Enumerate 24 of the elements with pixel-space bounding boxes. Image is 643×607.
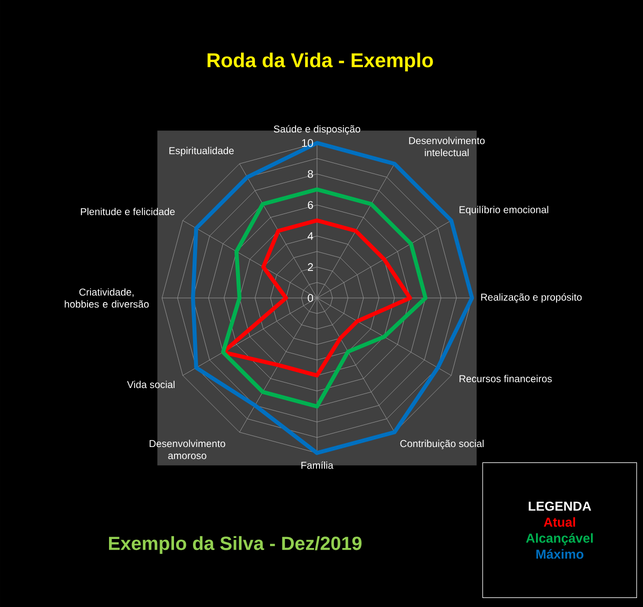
spoke-label: Recursos financeiros [460,374,552,382]
spoke-label: Plenitude e felicidade [80,208,175,216]
spoke-label: Desenvolvimento amoroso [150,440,226,460]
chart-title: Roda da Vida - Exemplo [208,52,433,72]
spoke-label: Saúde e disposição [274,125,360,135]
text: Máximo [536,549,584,559]
spoke-label: Espiritualidade [169,146,234,156]
spoke-label: Família [301,461,334,469]
spoke-label: Criatividade, hobbies e diversão [64,288,149,308]
spoke-label: Contribuição social [400,440,484,450]
spoke-label: Equilíbrio emocional [460,206,548,216]
spoke-label: Vida social [127,380,175,388]
y-tick-label: 4 [308,232,314,240]
y-tick-label: 8 [308,170,313,178]
text: Exemplo da Silva - Dez/2019 [109,536,362,554]
text: Alcançável [526,533,593,546]
legend-title: LEGENDA [528,502,592,511]
spoke-label: Desenvolvimento intelectual [409,136,485,156]
y-tick-label: 6 [308,201,313,209]
spoke-label: Realização e propósito [481,293,582,303]
y-tick-label: 10 [302,139,314,147]
y-tick-label: 0 [308,294,314,302]
text: Atual [544,517,576,527]
y-tick-label: 2 [308,263,313,271]
